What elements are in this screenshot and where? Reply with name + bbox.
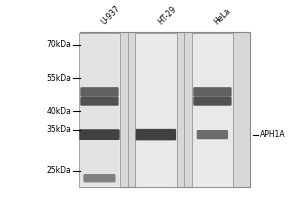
Bar [135, 33, 177, 187]
Text: 55kDa: 55kDa [46, 74, 71, 83]
Text: 35kDa: 35kDa [46, 125, 71, 134]
FancyBboxPatch shape [80, 97, 118, 106]
FancyBboxPatch shape [83, 174, 116, 182]
FancyBboxPatch shape [197, 130, 228, 139]
FancyBboxPatch shape [80, 87, 118, 97]
Bar [136, 34, 175, 186]
Bar [79, 33, 120, 187]
Text: U-937: U-937 [100, 4, 122, 26]
Bar [80, 34, 119, 186]
Text: 25kDa: 25kDa [46, 166, 71, 175]
FancyBboxPatch shape [193, 97, 232, 106]
Bar [193, 34, 232, 186]
Text: 40kDa: 40kDa [46, 107, 71, 116]
Text: HT-29: HT-29 [156, 4, 178, 26]
FancyBboxPatch shape [193, 87, 232, 97]
Bar [80, 32, 250, 187]
Text: 70kDa: 70kDa [46, 40, 71, 49]
Text: APH1A: APH1A [260, 130, 286, 139]
FancyBboxPatch shape [136, 129, 176, 140]
Text: HeLa: HeLa [212, 6, 232, 26]
Bar [192, 33, 233, 187]
FancyBboxPatch shape [79, 129, 120, 140]
